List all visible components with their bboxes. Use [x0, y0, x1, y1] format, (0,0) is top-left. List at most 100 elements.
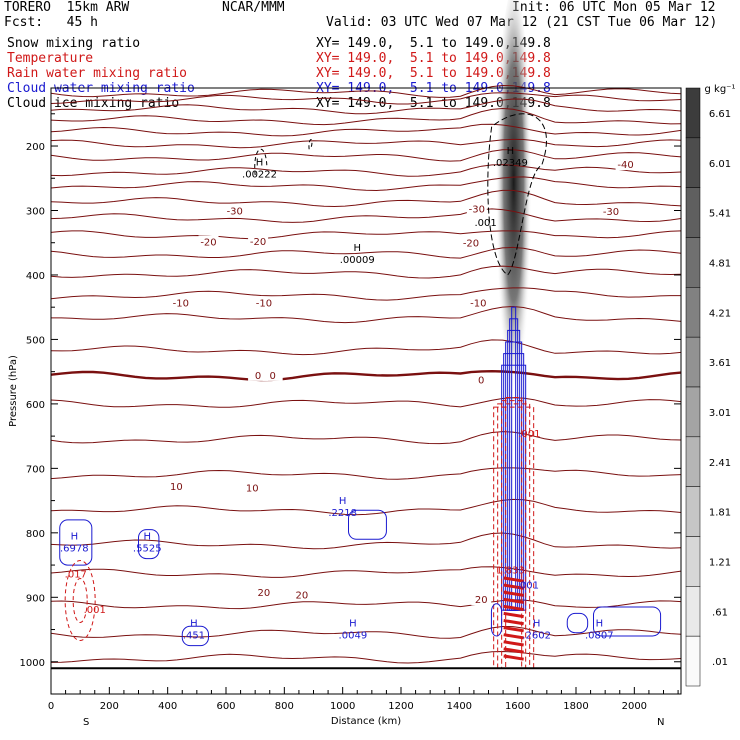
- cloud-water-blob: [566, 612, 589, 634]
- y-tick-label: 800: [26, 529, 45, 540]
- cloud-ice-contour: [487, 113, 547, 276]
- colorbar-swatch: [685, 635, 701, 687]
- y-tick-label: 200: [26, 142, 45, 153]
- colorbar-label: 4.21: [709, 308, 731, 319]
- isotherm-line: [50, 532, 682, 550]
- legend-label: Cloud ice mixing ratio: [7, 96, 180, 111]
- maximum-value: .00222: [242, 170, 277, 181]
- rain-water-core: [503, 590, 524, 597]
- temperature-label: -20: [200, 237, 216, 248]
- temperature-label-bg: [248, 234, 269, 247]
- maximum-marker: H: [143, 532, 151, 543]
- temperature-label-bg: [262, 368, 283, 381]
- colorbar-swatch: [685, 586, 701, 637]
- x-tick-label: 2000: [622, 701, 647, 712]
- cloud-water-blob: [490, 603, 503, 637]
- x-tick-label: 1000: [330, 701, 355, 712]
- isotherm-line: [50, 208, 682, 223]
- y-tick-label: 300: [26, 206, 45, 217]
- temperature-label-bg: [291, 588, 312, 601]
- rain-water-core: [503, 611, 524, 619]
- maximum-value: .5525: [133, 544, 162, 555]
- y-tick-label: 700: [26, 464, 45, 475]
- valid-time: Valid: 03 UTC Wed 07 Mar 12 (21 CST Tue …: [326, 15, 718, 30]
- temperature-label: -20: [463, 239, 479, 250]
- rain-water-blob: [72, 578, 88, 624]
- temperature-label-bg: [253, 586, 274, 599]
- temperature-label: 20: [258, 588, 271, 599]
- colorbar-label: 6.61: [709, 109, 731, 120]
- maximum-marker: H: [533, 619, 541, 630]
- temperature-label-bg: [224, 204, 245, 217]
- y-tick-label: 1000: [20, 658, 45, 669]
- isotherm-line: [50, 397, 682, 408]
- temperature-label-bg: [466, 202, 487, 215]
- temperature-label-bg: [615, 158, 636, 171]
- y-tick-label: 900: [26, 593, 45, 604]
- temperature-label: 10: [170, 482, 183, 493]
- temperature-label-bg: [601, 205, 621, 218]
- colorbar-unit: g kg⁻¹: [705, 84, 736, 95]
- temperature-label: 0: [478, 375, 484, 386]
- isotherm-line: [50, 650, 682, 664]
- cloud-ice-contour: [308, 139, 313, 150]
- center-name: NCAR/MMM: [222, 0, 285, 15]
- snow-plume-shading: [495, 0, 532, 419]
- colorbar-swatch: [685, 436, 701, 487]
- colorbar-swatch: [685, 137, 701, 188]
- y-tick-label: 500: [26, 335, 45, 346]
- legend-label: Temperature: [7, 51, 94, 66]
- colorbar-label: 2.41: [709, 458, 731, 469]
- isotherm-line: [50, 84, 682, 98]
- temperature-label-bg: [471, 593, 492, 606]
- temperature-label: 20: [295, 591, 308, 602]
- y-axis-title: Pressure (hPa): [8, 355, 19, 427]
- rain-water-core: [503, 576, 524, 583]
- colorbar-label: 3.01: [709, 408, 731, 419]
- colorbar-swatch: [685, 287, 701, 338]
- temperature-label: -10: [256, 299, 272, 310]
- maximum-marker: H: [190, 619, 198, 630]
- temperature-label-bg: [242, 481, 263, 494]
- isotherm-line: [50, 149, 682, 162]
- maximum-value: .2602: [522, 631, 551, 642]
- isotherm-line: [51, 305, 682, 324]
- cloud-water-blob: [181, 625, 209, 647]
- maximum-value: .00009: [340, 255, 375, 266]
- temperature-label-bg: [468, 296, 489, 309]
- maximum-value: 1.833: [496, 566, 525, 577]
- legend-label: Rain water mixing ratio: [7, 66, 188, 81]
- maximum-marker: H: [339, 496, 347, 507]
- maximum-value: .001: [518, 429, 540, 440]
- x-tick-label: 200: [100, 701, 119, 712]
- colorbar-label: 1.21: [709, 557, 731, 568]
- temperature-label: -10: [173, 299, 189, 310]
- maximum-marker: H: [353, 243, 361, 254]
- maximum-marker: H: [256, 158, 264, 169]
- colorbar-swatch: [685, 237, 701, 288]
- temperature-label-bg: [198, 235, 219, 248]
- x-tick-label: 1800: [563, 701, 588, 712]
- isotherm-line: [50, 431, 682, 445]
- temperature-label-bg: [166, 479, 187, 492]
- rain-water-core: [503, 640, 524, 647]
- colorbar-label: 4.81: [709, 258, 731, 269]
- colorbar-swatch: [685, 486, 701, 537]
- colorbar-swatch: [685, 187, 701, 238]
- colorbar-label: .61: [712, 607, 728, 618]
- y-tick-label: 600: [26, 400, 45, 411]
- temperature-label-bg: [170, 296, 191, 309]
- forecast-hour: Fcst: 45 h: [4, 15, 98, 30]
- isotherm-line: [50, 230, 682, 240]
- isotherm-line: [50, 265, 682, 279]
- temperature-label-bg: [471, 373, 492, 386]
- rain-water-contour: [501, 400, 527, 669]
- maximum-value: .451: [183, 631, 205, 642]
- rain-water-core: [503, 647, 524, 654]
- colorbar-label: 1.81: [709, 508, 731, 519]
- colorbar-label: .01: [712, 657, 728, 668]
- x-tick-label: 1400: [447, 701, 472, 712]
- x-tick-label: 1600: [505, 701, 530, 712]
- x-tick-label: 400: [158, 701, 177, 712]
